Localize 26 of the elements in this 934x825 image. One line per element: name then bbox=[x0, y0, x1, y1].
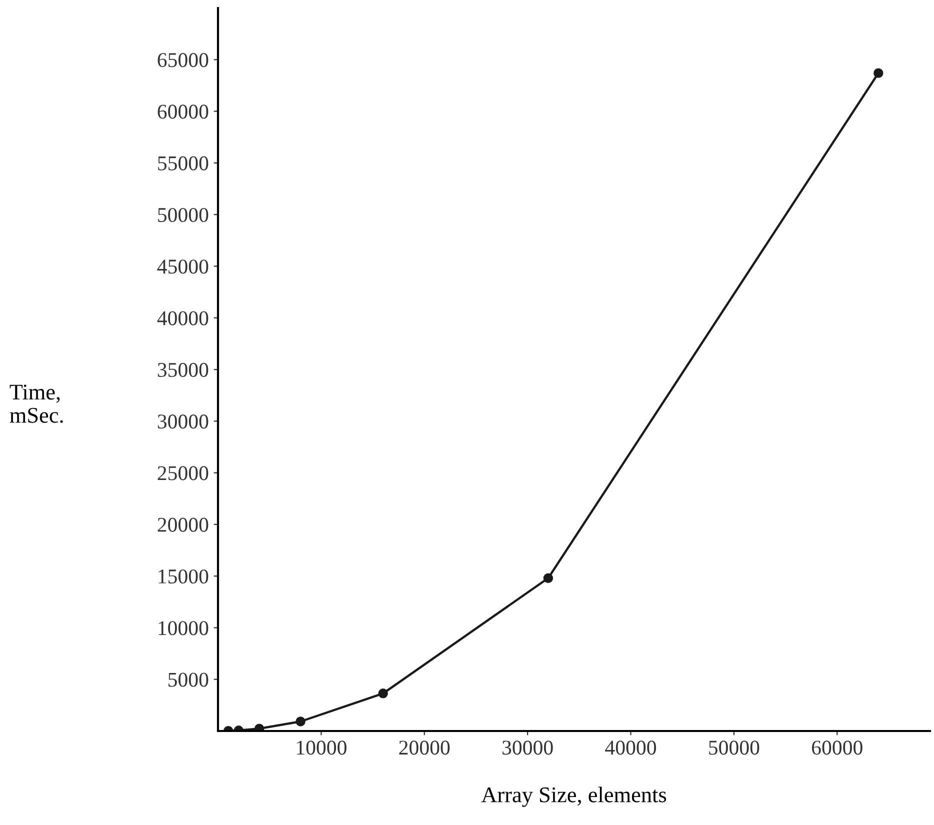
y-tick-label: 20000 bbox=[158, 518, 208, 532]
point bbox=[874, 68, 884, 78]
y-tick-label: 25000 bbox=[158, 466, 208, 480]
x-tick-label: 20000 bbox=[399, 740, 450, 755]
point bbox=[254, 724, 264, 731]
y-tick-label: 10000 bbox=[158, 621, 208, 636]
y-tick-label: 60000 bbox=[158, 104, 208, 119]
y-tick-label: 30000 bbox=[158, 414, 208, 429]
y-tick-label: 35000 bbox=[158, 362, 208, 377]
y-tick-label: 50000 bbox=[158, 208, 208, 222]
x-tick-label: 30000 bbox=[502, 740, 553, 755]
point bbox=[378, 688, 388, 698]
y-axis-title: Time, mSec. bbox=[10, 384, 63, 423]
x-tick-label: 60000 bbox=[812, 740, 862, 755]
y-tick-label: 65000 bbox=[158, 53, 208, 68]
y-tick-label: 45000 bbox=[157, 260, 208, 274]
point bbox=[296, 716, 306, 726]
y-tick-label: 15000 bbox=[158, 569, 208, 584]
x-axis-title: Array Size, elements bbox=[481, 786, 666, 807]
y-tick-label: 5000 bbox=[168, 672, 208, 687]
x-tick-label: 10000 bbox=[296, 740, 346, 755]
y-tick-label: 55000 bbox=[158, 156, 208, 170]
y-tick-label: 40000 bbox=[157, 311, 208, 326]
x-tick-label: 40000 bbox=[605, 740, 656, 755]
point bbox=[543, 573, 554, 583]
x-tick-label: 50000 bbox=[709, 740, 760, 755]
